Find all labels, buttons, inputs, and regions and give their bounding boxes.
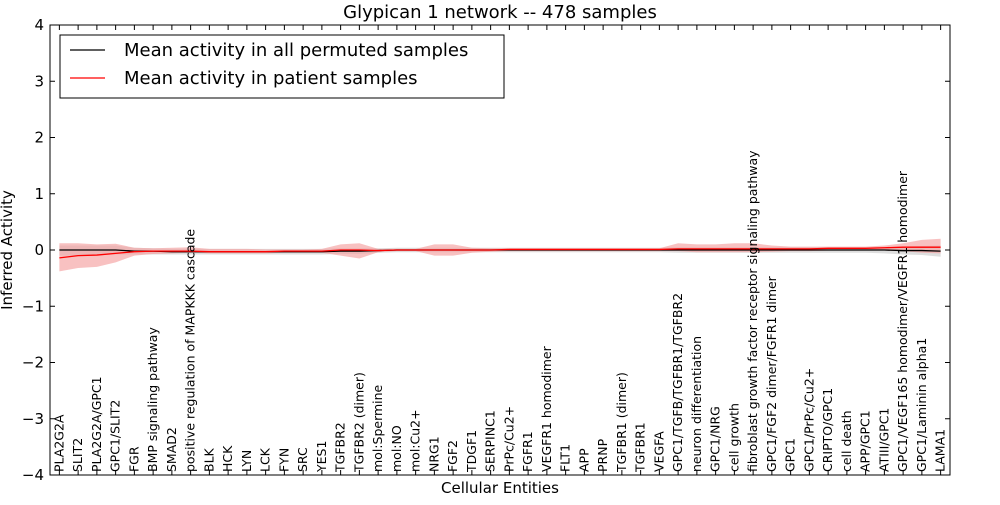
chart-title: Glypican 1 network -- 478 samples xyxy=(343,2,657,23)
series-lines xyxy=(59,246,941,259)
legend-label-patient: Mean activity in patient samples xyxy=(124,68,418,89)
x-tick-label: HCK xyxy=(220,445,235,472)
x-tick-label: BMP signaling pathway xyxy=(145,327,160,472)
x-tick-label: GPC1/NRG xyxy=(708,406,723,472)
x-tick-label: GPC1/TGFB/TGFBR1/TGFBR2 xyxy=(670,293,685,472)
y-tick-label: −1 xyxy=(22,297,44,315)
x-tick-label: TGFBR2 (dimer) xyxy=(351,372,366,473)
x-tick-label: GPC1/PrPc/Cu2+ xyxy=(801,368,816,472)
line-series-1 xyxy=(59,246,941,259)
x-tick-label: GPC1/SLIT2 xyxy=(108,400,123,472)
x-tick-label: PRNP xyxy=(595,438,610,472)
x-tick-label: LCK xyxy=(258,447,273,472)
y-tick-label: −2 xyxy=(22,354,44,372)
x-tick-label: PLA2G2A xyxy=(51,414,66,472)
legend: Mean activity in all permuted samples Me… xyxy=(59,34,505,99)
x-tick-label: mol:Cu2+ xyxy=(408,409,423,472)
x-tick-label: SMAD2 xyxy=(164,427,179,472)
x-axis: PLA2G2A SLIT2 PLA2G2A/GPC1 GPC1/SLIT2 FGR BMP… xyxy=(51,25,948,475)
x-tick-label: positive regulation of MAPKKK cascade xyxy=(183,229,198,472)
y-tick-label: 0 xyxy=(34,241,44,259)
x-tick-label: FGF2 xyxy=(445,440,460,472)
x-tick-label: VEGFR1 homodimer xyxy=(539,345,554,472)
x-tick-label: SRC xyxy=(295,447,310,472)
x-tick-label: NRG1 xyxy=(426,436,441,472)
x-tick-label: GPC1/Laminin alpha1 xyxy=(914,338,929,472)
x-tick-label: SERPINC1 xyxy=(483,410,498,472)
x-tick-label: neuron differentiation xyxy=(689,336,704,472)
y-axis: −4 −3 −2 −1 0 1 2 3 4 xyxy=(22,16,950,484)
x-tick-label: LYN xyxy=(239,450,254,472)
x-axis-label: Cellular Entities xyxy=(441,479,559,497)
x-tick-label: LAMA1 xyxy=(933,429,948,472)
x-tick-label: FYN xyxy=(276,448,291,472)
x-tick-label: FLT1 xyxy=(558,444,573,472)
y-tick-label: −3 xyxy=(22,410,44,428)
legend-box xyxy=(59,34,505,99)
x-tick-label: VEGFA xyxy=(651,431,666,472)
x-tick-label: PrPc/Cu2+ xyxy=(501,406,516,472)
x-tick-label: GPC1 xyxy=(783,438,798,472)
legend-label-permuted: Mean activity in all permuted samples xyxy=(124,40,468,61)
y-tick-label: −4 xyxy=(22,466,44,484)
x-tick-label: PLA2G2A/GPC1 xyxy=(89,376,104,472)
x-tick-label: TGFBR2 xyxy=(333,422,348,473)
y-tick-label: 1 xyxy=(34,185,44,203)
x-tick-label: GPC1/FGF2 dimer/FGFR1 dimer xyxy=(764,275,779,472)
x-tick-label: cell growth xyxy=(726,403,741,472)
y-axis-label: Inferred Activity xyxy=(0,190,16,310)
x-tick-label: FGFR1 xyxy=(520,431,535,472)
x-tick-label: TGFBR1 xyxy=(633,422,648,473)
x-tick-label: mol:NO xyxy=(389,425,404,472)
x-tick-label: TDGF1 xyxy=(464,430,479,473)
y-tick-label: 2 xyxy=(34,129,44,147)
x-tick-label: GPC1/VEGF165 homodimer/VEGFR1 homodimer xyxy=(895,170,910,472)
x-tick-label: fibroblast growth factor receptor signal… xyxy=(745,150,760,472)
x-tick-label: CRIPTO/GPC1 xyxy=(820,388,835,472)
y-tick-label: 3 xyxy=(34,72,44,90)
x-tick-label: FGR xyxy=(126,446,141,472)
band-series-1 xyxy=(59,238,941,272)
x-tick-label: cell death xyxy=(839,410,854,472)
x-tick-label: ATIII/GPC1 xyxy=(876,408,891,472)
x-tick-label: YES1 xyxy=(314,441,329,473)
x-tick-label: APP/GPC1 xyxy=(858,410,873,472)
x-tick-label: SLIT2 xyxy=(70,438,85,472)
x-tick-label: mol:Spermine xyxy=(370,384,385,472)
x-tick-label: TGFBR1 (dimer) xyxy=(614,372,629,473)
x-tick-label: BLK xyxy=(201,447,216,472)
x-tick-label: APP xyxy=(576,448,591,472)
y-tick-label: 4 xyxy=(34,16,44,34)
